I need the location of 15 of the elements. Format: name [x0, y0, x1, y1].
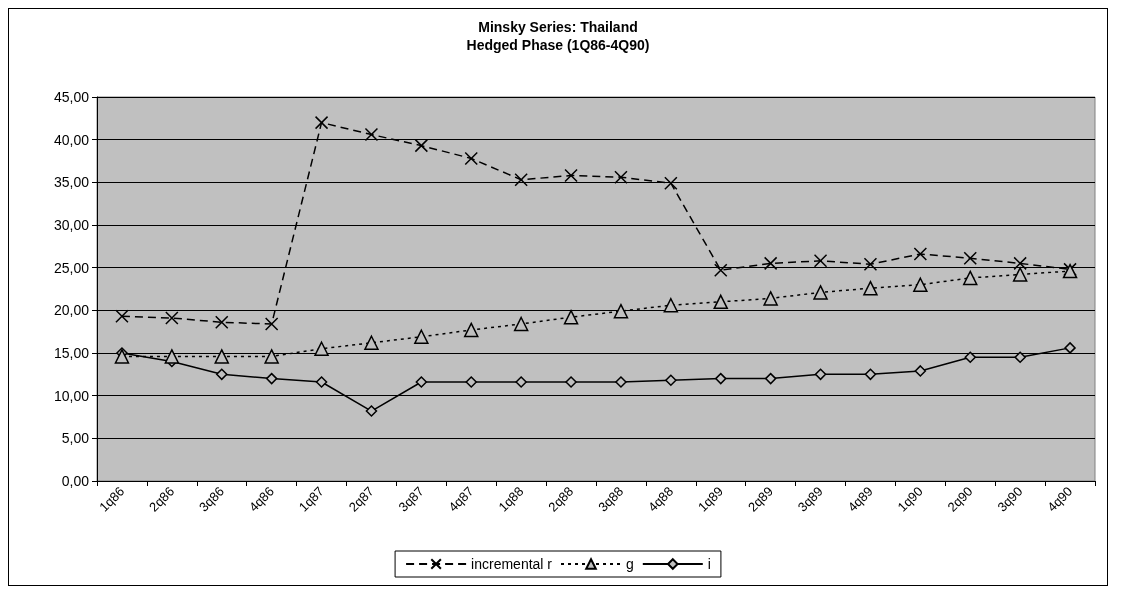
- y-tick-label: 40,00: [53, 131, 90, 148]
- chart-title: Minsky Series: Thailand: [478, 19, 638, 35]
- legend-label: i: [707, 556, 711, 572]
- y-tick-label: 5,00: [61, 430, 90, 447]
- y-tick-label: 20,00: [53, 302, 90, 319]
- chart-subtitle: Hedged Phase (1Q86-4Q90): [466, 37, 650, 53]
- y-tick-label: 10,00: [53, 387, 90, 404]
- y-tick-label: 0,00: [61, 473, 90, 489]
- y-tick-label: 15,00: [53, 345, 90, 361]
- legend-label: g: [626, 556, 634, 572]
- y-tick-label: 30,00: [53, 217, 90, 233]
- y-tick-label: 35,00: [53, 174, 90, 191]
- legend-label: incremental r: [471, 556, 553, 572]
- y-tick-label: 45,00: [53, 89, 90, 105]
- y-tick-label: 25,00: [53, 259, 90, 276]
